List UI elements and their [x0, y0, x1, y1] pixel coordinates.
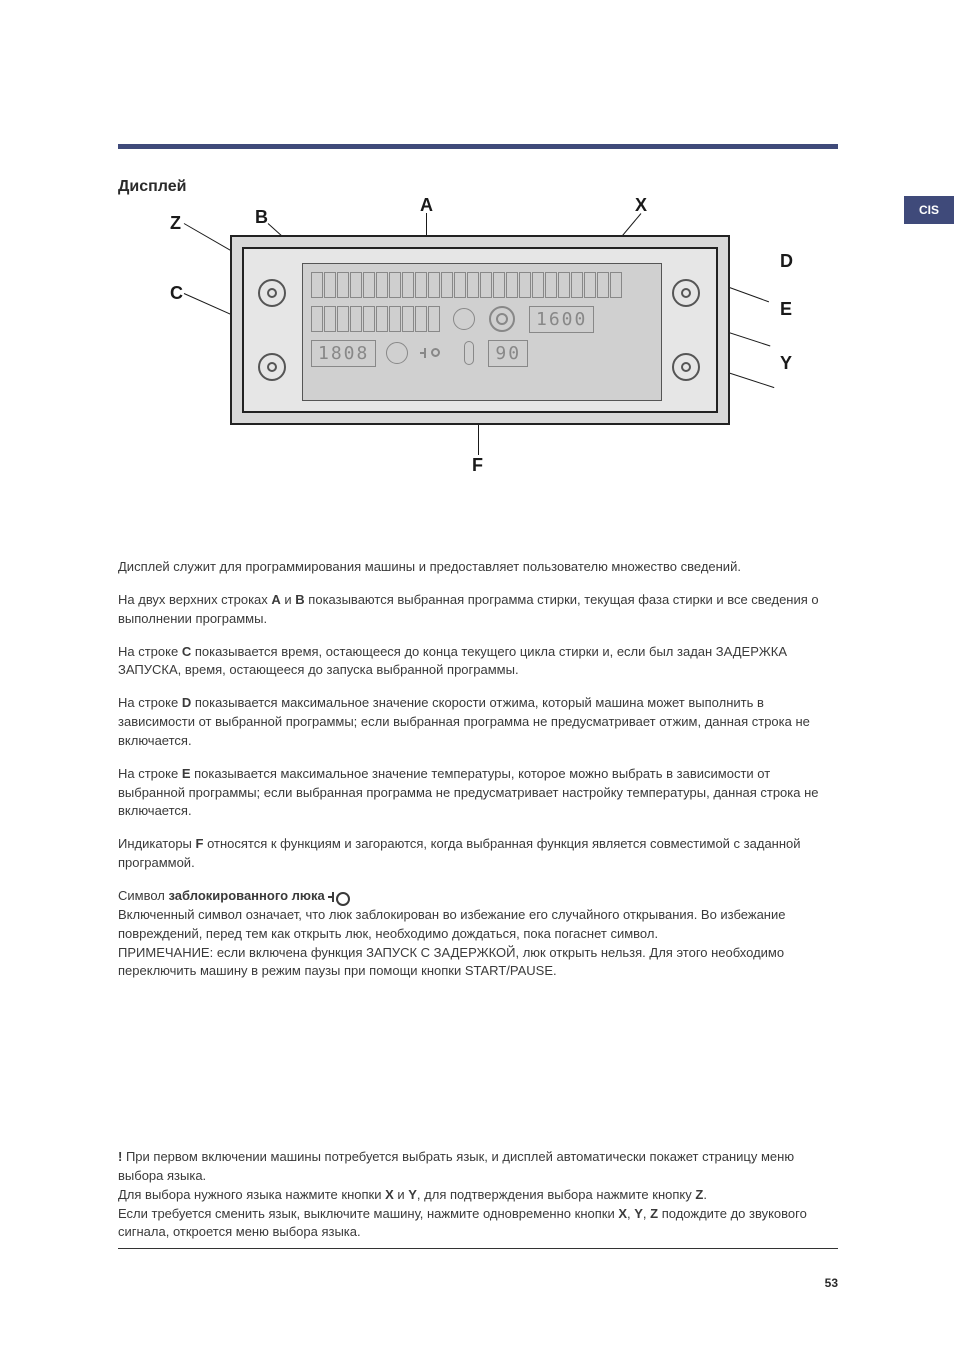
p2-a: A: [271, 592, 280, 607]
p6-post: относятся к функциям и загораются, когда…: [118, 836, 801, 870]
label-z: Z: [170, 213, 181, 234]
para-lock: Символ заблокированного люка Включенный …: [118, 887, 838, 981]
b3-z: Z: [650, 1206, 658, 1221]
bars-b: [311, 306, 441, 332]
language-tab: CIS: [904, 196, 954, 224]
bottom-line1: При первом включении машины потребуется …: [118, 1149, 794, 1183]
bottom-note: ! При первом включении машины потребуетс…: [118, 1148, 838, 1249]
p3-pre: На строке: [118, 644, 182, 659]
para-3: На строке C показывается время, остающее…: [118, 643, 838, 681]
para-4: На строке D показывается максимальное зн…: [118, 694, 838, 751]
para-2: На двух верхних строках A и B показывают…: [118, 591, 838, 629]
knob-right-top: [672, 279, 700, 307]
right-buttons: [672, 279, 702, 381]
label-b: B: [255, 207, 268, 228]
time-digits: 1808: [311, 340, 376, 367]
p5-e: E: [182, 766, 191, 781]
p2-b: B: [295, 592, 304, 607]
page-number: 53: [825, 1276, 838, 1290]
p3-c: C: [182, 644, 191, 659]
b2-pre: Для выбора нужного языка нажмите кнопки: [118, 1187, 385, 1202]
device-outer: 1600 1808 90: [230, 235, 730, 425]
display-diagram: Z B A X C D E Y F: [160, 195, 805, 475]
weight-icon: [453, 308, 475, 330]
knob-right-bottom: [672, 353, 700, 381]
language-tab-label: CIS: [919, 203, 939, 217]
lock-title: заблокированного люка: [169, 888, 325, 903]
b3-x: X: [618, 1206, 627, 1221]
b3-pre: Если требуется сменить язык, выключите м…: [118, 1206, 618, 1221]
para-5: На строке E показывается максимальное зн…: [118, 765, 838, 822]
p5-pre: На строке: [118, 766, 182, 781]
top-rule: [118, 144, 838, 149]
b3-y: Y: [634, 1206, 643, 1221]
label-y: Y: [780, 353, 792, 374]
b2-and: и: [394, 1187, 409, 1202]
label-f: F: [472, 455, 483, 476]
p2-pre: На двух верхних строках: [118, 592, 271, 607]
device-inner: 1600 1808 90: [242, 247, 718, 413]
leader-f: [478, 425, 479, 455]
p4-pre: На строке: [118, 695, 182, 710]
label-c: C: [170, 283, 183, 304]
label-d: D: [780, 251, 793, 272]
p2-mid: и: [281, 592, 296, 607]
p5-post: показывается максимальное значение темпе…: [118, 766, 819, 819]
b2-y: Y: [408, 1187, 417, 1202]
lock-body1: Включенный символ означает, что люк забл…: [118, 907, 785, 941]
label-e: E: [780, 299, 792, 320]
p3-post: показывается время, остающееся до конца …: [118, 644, 787, 678]
lock-body2: ПРИМЕЧАНИЕ: если включена функция ЗАПУСК…: [118, 945, 784, 979]
check-icon: [386, 342, 408, 364]
knob-left-bottom: [258, 353, 286, 381]
thermo-icon: [464, 341, 474, 365]
bars-a: [311, 272, 623, 298]
lock-mini-icon: [420, 348, 440, 358]
knob-left-top: [258, 279, 286, 307]
page-heading: Дисплей: [118, 178, 186, 196]
temp-digits: 90: [488, 340, 528, 367]
left-buttons: [258, 279, 288, 381]
para-1: Дисплей служит для программирования маши…: [118, 558, 838, 577]
spin-icon: [489, 306, 515, 332]
p6-pre: Индикаторы: [118, 836, 196, 851]
b2-x: X: [385, 1187, 394, 1202]
screen-row-c: 1808 90: [311, 338, 653, 368]
para-6: Индикаторы F относятся к функциям и заго…: [118, 835, 838, 873]
lock-pre: Символ: [118, 888, 169, 903]
screen-row-a: [311, 270, 653, 300]
screen-row-b: 1600: [311, 304, 653, 334]
lcd-screen: 1600 1808 90: [302, 263, 662, 401]
b2-mid: , для подтверждения выбора нажмите кнопк…: [417, 1187, 695, 1202]
p4-d: D: [182, 695, 191, 710]
door-lock-icon: [328, 892, 350, 902]
body-text: Дисплей служит для программирования маши…: [118, 558, 838, 981]
p4-post: показывается максимальное значение скоро…: [118, 695, 810, 748]
spin-digits: 1600: [529, 306, 594, 333]
b2-dot: .: [703, 1187, 707, 1202]
